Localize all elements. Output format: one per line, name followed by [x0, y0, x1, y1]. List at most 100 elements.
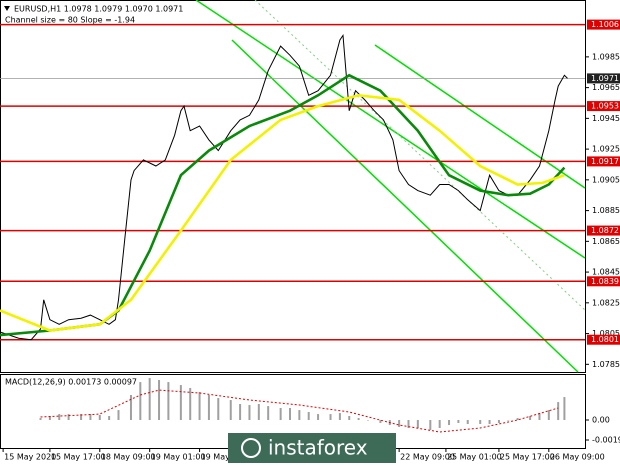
y-tick-label: 1.0805 [592, 329, 620, 338]
macd-bar [538, 413, 541, 421]
chart-subtitle: Channel size = 80 Slope = -1.94 [5, 16, 135, 25]
macd-bar [497, 420, 500, 423]
macd-bar [48, 416, 51, 421]
x-tick-label: 18 May 09:00 [101, 453, 156, 462]
macd-bar [239, 404, 242, 421]
macd-bar [257, 404, 260, 421]
y-tick-label: 1.0845 [592, 268, 620, 277]
channel-mid [254, 0, 586, 311]
macd-bar [507, 420, 510, 421]
y-tick-label: 1.0905 [592, 175, 620, 184]
macd-bar [547, 410, 550, 421]
macd-bar [217, 398, 220, 421]
y-tick-label: 0.00 [592, 416, 610, 425]
macd-bar [98, 414, 101, 421]
watermark-logo [241, 438, 261, 458]
level-label: 1.0801 [591, 335, 619, 344]
macd-bar [438, 420, 441, 429]
x-tick-label: 19 May 17:00 [201, 453, 256, 462]
macd-bar [557, 402, 560, 421]
channel [195, 0, 586, 373]
x-tick-label: 15 May 2020 [4, 453, 56, 462]
macd-bar [329, 414, 332, 421]
x-tick-label: 25 May 01:00 [447, 453, 502, 462]
channel-line [195, 0, 586, 259]
channel-line [374, 44, 586, 189]
macd-bar [479, 420, 482, 425]
macd-bar [179, 385, 182, 421]
y-tick-label: 1.0985 [592, 52, 620, 61]
level-tag [587, 276, 620, 287]
level-tag [587, 334, 620, 345]
x-tick-label: 22 May 09:00 [400, 453, 455, 462]
level-tag [587, 101, 620, 112]
y-tick-label: 1.0885 [592, 206, 620, 215]
series-line [0, 93, 565, 332]
signal-line [40, 389, 559, 433]
macd-bar [279, 408, 282, 421]
macd-bar [429, 420, 432, 430]
chart-title: EURUSD,H1 1.0978 1.0979 1.0970 1.0971 [14, 5, 183, 14]
price-label: 1.0971 [591, 74, 619, 83]
series-line [0, 73, 566, 337]
x-tick-label: 25 May 17:00 [500, 453, 555, 462]
x-tick-label: 19 May 01:00 [151, 453, 206, 462]
y-tick-label: -0.00195 [592, 436, 620, 445]
price-tag [587, 73, 620, 84]
macd-bar [139, 382, 142, 421]
macd-bar [158, 380, 161, 421]
y-tick-label: 1.0865 [592, 237, 620, 246]
macd-bar [298, 410, 301, 421]
macd-bar [366, 420, 369, 421]
level-tag [587, 19, 620, 30]
macd-bar [39, 418, 42, 421]
macd-bar [407, 420, 410, 429]
channel-line [254, 0, 586, 311]
macd-bar [89, 414, 92, 421]
level-label: 1.1006 [591, 20, 619, 29]
macd-bar [338, 413, 341, 421]
macd-bar [248, 405, 251, 421]
macd-bar [317, 414, 320, 421]
macd-bar [117, 410, 120, 421]
macd-bar [466, 420, 469, 425]
level-label: 1.0872 [591, 226, 619, 235]
macd-bar [307, 412, 310, 421]
macd-bar [348, 416, 351, 421]
macd-bar [448, 420, 451, 426]
y-tick-label: 1.0945 [592, 114, 620, 123]
macd-bar [198, 392, 201, 421]
macd-bar [357, 418, 360, 421]
y-tick-label: 1.0785 [592, 360, 620, 369]
macd-bar [58, 414, 61, 421]
macd-bar [516, 418, 519, 421]
macd-bar [80, 414, 83, 421]
watermark-box [228, 433, 396, 463]
level-label: 1.0917 [591, 157, 619, 166]
macd-bar [398, 420, 401, 427]
macd-bar [289, 408, 291, 421]
series-line [0, 33, 568, 341]
macd-bar [563, 397, 566, 421]
watermark: instaforex [268, 436, 368, 460]
y-tick-label: 1.0825 [592, 298, 620, 307]
macd-bar [416, 420, 419, 429]
y-tick-label: 1.0925 [592, 145, 620, 154]
y-tick-label: 1.0965 [592, 83, 620, 92]
macd-bar [167, 382, 170, 421]
marks: 1.0985 1.0965 1.0945 1.0925 1.0905 1.0885 1.08… [0, 19, 620, 462]
macd-bar [379, 420, 382, 423]
menu-arrow [4, 6, 10, 11]
macd-bar [457, 420, 460, 423]
level-tag [587, 156, 620, 167]
macd-bar [189, 388, 192, 421]
macd-bar [129, 394, 132, 421]
macd-bar [267, 406, 270, 421]
macd-bar [529, 416, 532, 421]
macd-bar [148, 378, 151, 421]
macd-bar [207, 394, 210, 421]
level-label: 1.0839 [591, 277, 619, 286]
main-frame [0, 0, 586, 373]
